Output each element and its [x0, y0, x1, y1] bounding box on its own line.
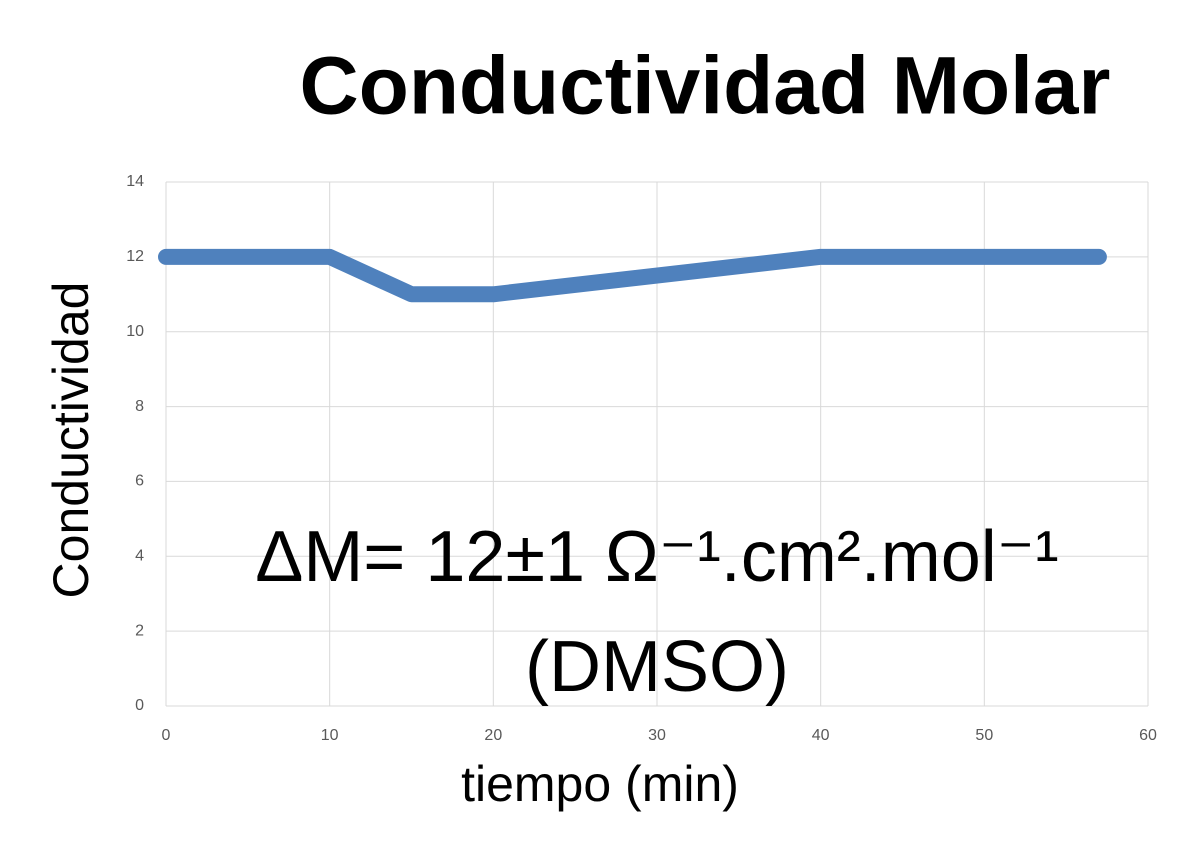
x-tick-label: 50 [975, 727, 993, 744]
x-tick-label: 20 [484, 727, 502, 744]
y-axis-label: Conductividad [43, 282, 99, 599]
annotation: (DMSO) [525, 627, 789, 707]
y-tick-label: 8 [135, 398, 144, 415]
y-tick-label: 10 [126, 323, 144, 340]
y-tick-label: 6 [135, 473, 144, 490]
x-tick-label: 10 [321, 727, 339, 744]
y-tick-label: 14 [126, 173, 144, 190]
x-tick-label: 40 [812, 727, 830, 744]
x-tick-label: 30 [648, 727, 666, 744]
chart-title: Conductividad Molar [300, 41, 1111, 132]
y-tick-label: 12 [126, 248, 144, 265]
y-tick-label: 2 [135, 622, 144, 639]
x-tick-label: 60 [1139, 727, 1157, 744]
y-tick-label: 0 [135, 697, 144, 714]
annotation: ΔM= 12±1 Ω⁻¹.cm².mol⁻¹ [255, 517, 1059, 597]
line [158, 248, 1107, 303]
y-tick-label: 4 [135, 548, 144, 565]
x-tick-label: 0 [162, 727, 171, 744]
plot-area: 0 2 4 6 8 10 12 14 0 10 20 30 40 50 60 [126, 173, 1157, 744]
x-axis-label: tiempo (min) [461, 756, 739, 812]
